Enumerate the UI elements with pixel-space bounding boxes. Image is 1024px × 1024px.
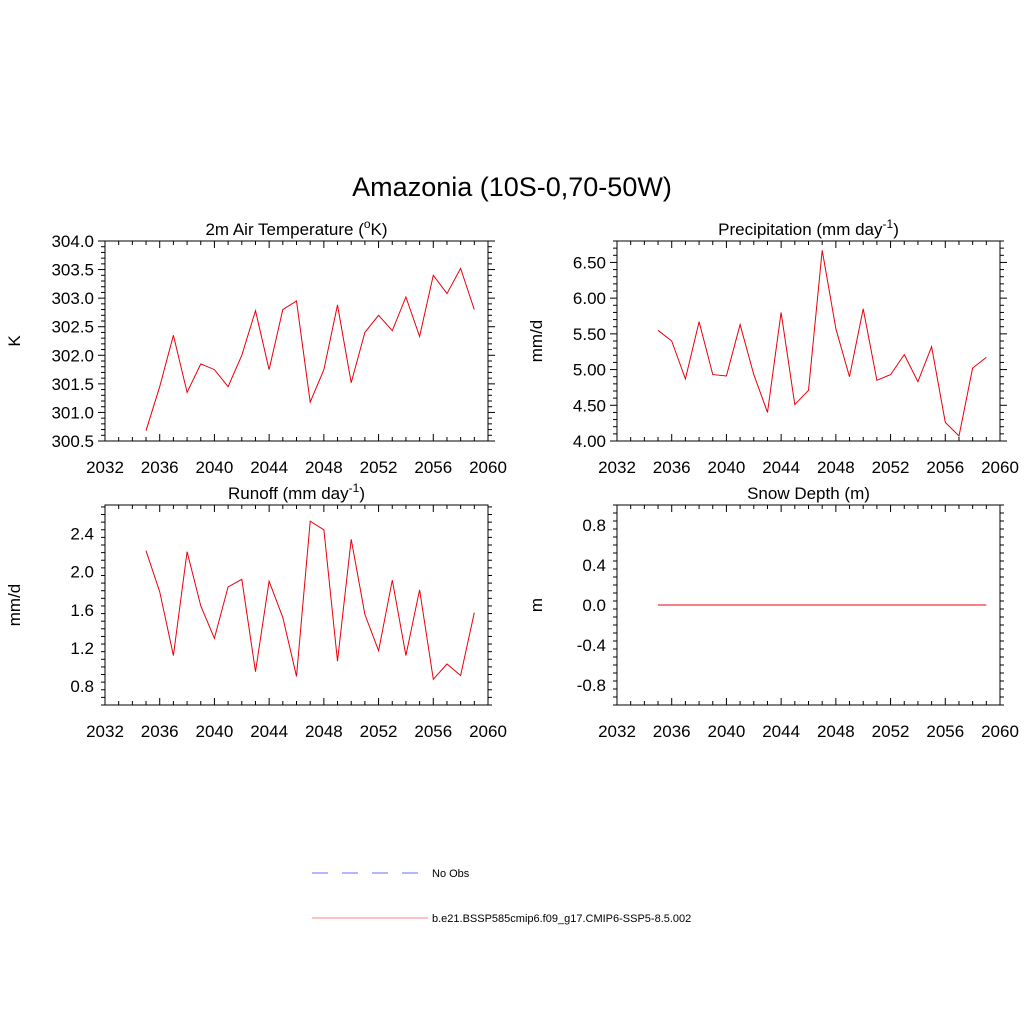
y-tick-label: 303.0: [51, 289, 94, 308]
x-tick-label: 2048: [305, 458, 343, 477]
x-tick-label: 2036: [653, 458, 691, 477]
y-tick-label: 1.2: [70, 639, 94, 658]
y-axis-label: mm/d: [527, 320, 546, 363]
x-tick-label: 2040: [708, 458, 746, 477]
y-tick-label: 4.50: [573, 396, 606, 415]
x-tick-label: 2048: [817, 722, 855, 741]
x-tick-label: 2052: [360, 458, 398, 477]
y-tick-label: 2.0: [70, 563, 94, 582]
series-line: [657, 250, 987, 438]
x-tick-label: 2048: [817, 458, 855, 477]
x-tick-label: 2036: [141, 722, 179, 741]
x-tick-label: 2060: [981, 722, 1019, 741]
x-tick-label: 2044: [762, 458, 800, 477]
x-tick-label: 2056: [414, 722, 452, 741]
x-tick-label: 2060: [981, 458, 1019, 477]
panel-runoff: 2032 2036 2040 2044 2048 2052 2056 2060 0.8 1.2 1.…: [5, 481, 507, 741]
panel-temperature: 2032 2036 2040 2044 2048 2052 2056 2060 300.5 301…: [5, 217, 507, 477]
x-tick-label: 2056: [926, 722, 964, 741]
x-tick-label: 2040: [708, 722, 746, 741]
y-tick-label: 5.00: [573, 361, 606, 380]
panel-precipitation: 2032 2036 2040 2044 2048 2052 2056 2060 4.00 4.50…: [527, 217, 1019, 477]
y-tick-label: -0.4: [577, 636, 606, 655]
y-tick-label: 6.00: [573, 289, 606, 308]
series-line: [145, 520, 475, 681]
y-tick-label: 0.8: [70, 677, 94, 696]
x-tick-label: 2036: [141, 458, 179, 477]
y-tick-label: 0.4: [582, 556, 606, 575]
y-tick-label: 2.4: [70, 525, 94, 544]
x-tick-label: 2060: [469, 458, 507, 477]
y-tick-label: 301.0: [51, 403, 94, 422]
y-tick-label: 302.5: [51, 318, 94, 337]
x-tick-label: 2056: [414, 458, 452, 477]
panel-title: Runoff (mm day-1): [228, 481, 365, 503]
y-tick-label: 0.0: [582, 596, 606, 615]
legend-label-obs: No Obs: [432, 868, 470, 880]
x-tick-label: 2052: [872, 458, 910, 477]
legend-label-model: b.e21.BSSP585cmip6.f09_g17.CMIP6-SSP5-8.…: [432, 913, 691, 925]
y-axis-label: mm/d: [5, 584, 24, 627]
y-tick-label: 5.50: [573, 325, 606, 344]
x-tick-label: 2052: [872, 722, 910, 741]
y-axis-label: m: [527, 598, 546, 612]
x-tick-label: 2044: [250, 722, 288, 741]
y-tick-label: 301.5: [51, 375, 94, 394]
panel-snow-depth: 2032 2036 2040 2044 2048 2052 2056 2060 -0.8 -0.4…: [527, 484, 1019, 741]
x-tick-label: 2044: [250, 458, 288, 477]
x-tick-label: 2060: [469, 722, 507, 741]
x-tick-label: 2048: [305, 722, 343, 741]
panel-title: 2m Air Temperature (oK): [205, 217, 387, 239]
x-tick-label: 2040: [196, 458, 234, 477]
legend: No Obs b.e21.BSSP585cmip6.f09_g17.CMIP6-…: [312, 868, 691, 925]
x-tick-label: 2032: [86, 458, 124, 477]
panel-title: Snow Depth (m): [747, 484, 870, 503]
y-tick-label: -0.8: [577, 676, 606, 695]
y-axis-label: K: [5, 335, 24, 347]
y-tick-label: 302.0: [51, 346, 94, 365]
series-line: [145, 267, 475, 431]
y-tick-label: 0.8: [582, 516, 606, 535]
x-tick-label: 2032: [598, 458, 636, 477]
y-tick-label: 304.0: [51, 232, 94, 251]
x-tick-label: 2032: [86, 722, 124, 741]
plot-frame: [104, 240, 489, 442]
x-tick-label: 2040: [196, 722, 234, 741]
y-tick-label: 300.5: [51, 432, 94, 451]
x-tick-label: 2044: [762, 722, 800, 741]
panel-title: Precipitation (mm day-1): [718, 217, 899, 239]
x-tick-label: 2052: [360, 722, 398, 741]
y-tick-label: 1.6: [70, 601, 94, 620]
y-tick-label: 6.50: [573, 253, 606, 272]
y-tick-label: 303.5: [51, 261, 94, 280]
y-tick-label: 4.00: [573, 432, 606, 451]
x-tick-label: 2032: [598, 722, 636, 741]
plot-frame: [616, 240, 1001, 442]
figure-title: Amazonia (10S-0,70-50W): [352, 172, 672, 202]
x-tick-label: 2056: [926, 458, 964, 477]
x-tick-label: 2036: [653, 722, 691, 741]
